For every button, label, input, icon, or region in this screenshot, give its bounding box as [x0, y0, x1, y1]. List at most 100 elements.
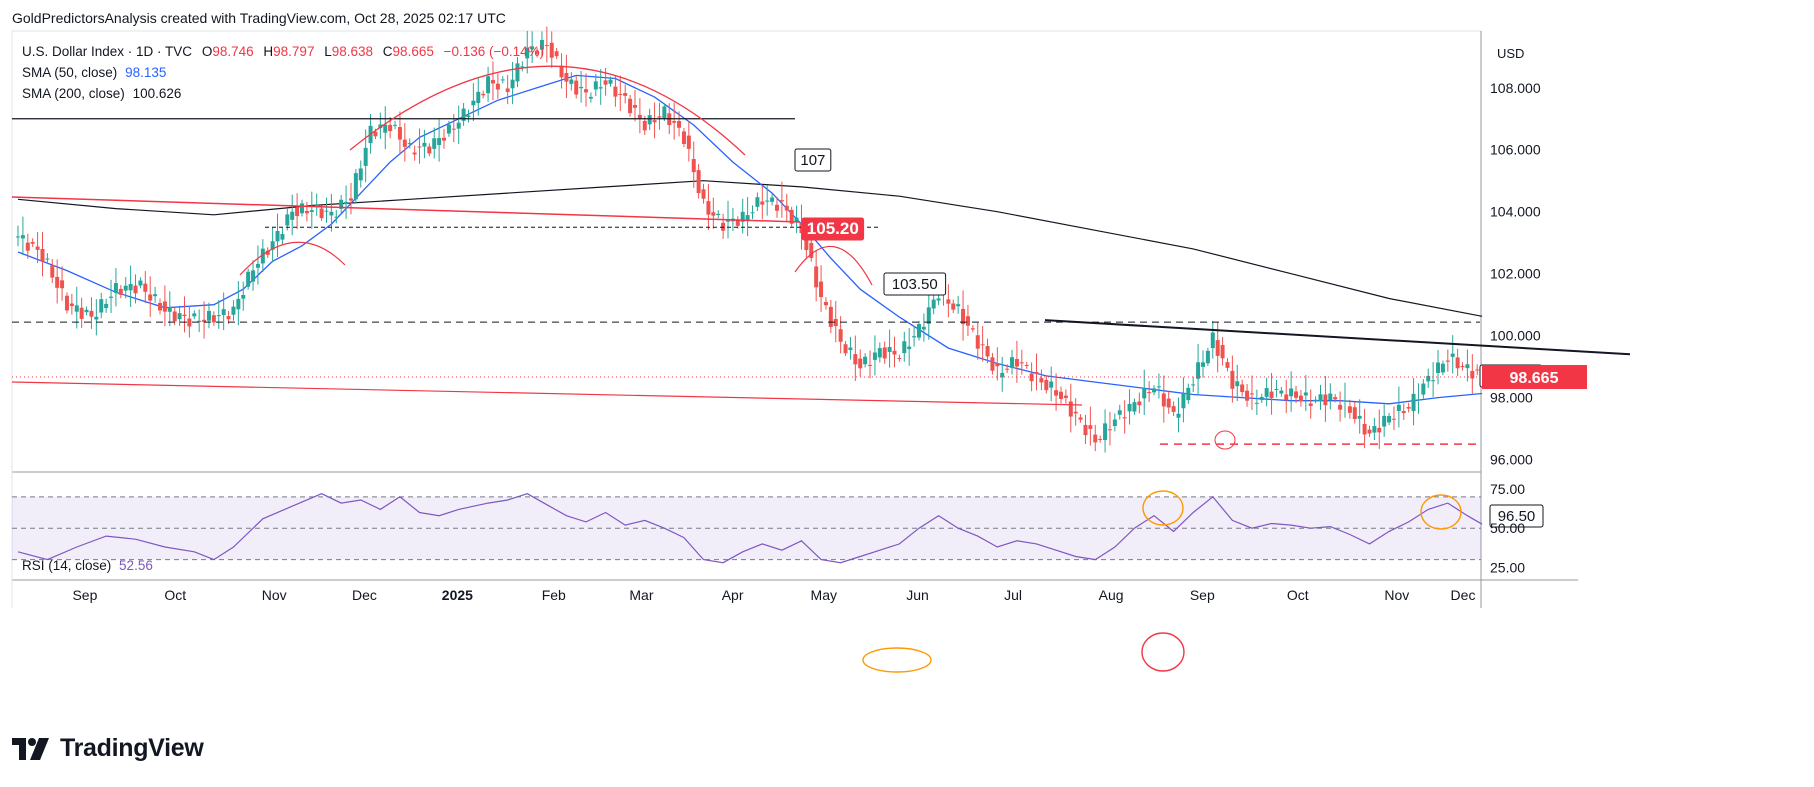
- candle-body: [1235, 381, 1240, 387]
- candle-body: [1303, 392, 1308, 396]
- candle-body: [652, 120, 657, 123]
- candle-body: [1411, 393, 1416, 412]
- price-tick-label: 102.000: [1490, 266, 1541, 282]
- candle-body: [1470, 370, 1475, 379]
- candle-body: [422, 142, 427, 147]
- candle-body: [153, 294, 158, 297]
- legend-sma50[interactable]: SMA (50, close) 98.135: [22, 65, 166, 80]
- time-tick-label: Oct: [1287, 587, 1309, 603]
- candle-body: [1421, 383, 1426, 395]
- candle-body: [79, 307, 84, 319]
- rsi-apr-ellipse: [862, 647, 932, 673]
- currency-label: USD: [1497, 46, 1524, 61]
- candle-body: [515, 63, 520, 82]
- candle-body: [1156, 386, 1161, 388]
- candle-body: [593, 81, 598, 90]
- candle-body: [603, 80, 608, 85]
- ohlc-low: 98.638: [331, 44, 374, 59]
- candle-body: [1068, 401, 1073, 417]
- candle-body: [838, 329, 843, 342]
- candle-body: [804, 231, 809, 251]
- candle-body: [1249, 393, 1254, 395]
- candle-body: [123, 285, 128, 291]
- candle-body: [1014, 358, 1019, 367]
- candle-body: [902, 341, 907, 354]
- candle-body: [1073, 411, 1078, 414]
- candle-body: [1034, 372, 1039, 374]
- price-tick-label: 100.000: [1490, 328, 1541, 344]
- candle-body: [990, 357, 995, 371]
- red-trend-line-lower: [11, 381, 1083, 406]
- candle-body: [432, 138, 437, 149]
- candle-body: [1465, 364, 1470, 369]
- candle-body: [148, 294, 153, 301]
- candle-body: [397, 127, 402, 140]
- candle-body: [1269, 391, 1274, 399]
- candle-body: [1000, 372, 1005, 378]
- candle-body: [451, 128, 456, 130]
- candle-body: [1058, 391, 1063, 399]
- candle-body: [574, 80, 579, 95]
- candle-body: [206, 310, 211, 321]
- candle-body: [632, 104, 637, 108]
- candle-body: [344, 201, 349, 205]
- candle-body: [726, 219, 731, 222]
- candle-body: [1098, 438, 1103, 440]
- candle-body: [848, 347, 853, 351]
- candle-body: [1024, 364, 1029, 367]
- legend-sma200[interactable]: SMA (200, close) 100.626: [22, 86, 181, 101]
- candle-body: [69, 303, 74, 307]
- candle-body: [843, 344, 848, 354]
- candle-body: [437, 138, 442, 146]
- candle-body: [162, 301, 167, 312]
- candle-body: [1254, 402, 1259, 404]
- candle-body: [584, 89, 589, 93]
- candle-body: [486, 76, 491, 94]
- candle-body: [711, 212, 716, 216]
- rsi-value: 52.56: [119, 558, 153, 573]
- resistance-107-box: [794, 148, 832, 172]
- candle-body: [1191, 384, 1196, 386]
- level-103-50-box: [883, 272, 947, 296]
- sma50-line: [17, 74, 1483, 405]
- candle-body: [265, 250, 270, 255]
- candle-body: [770, 197, 775, 202]
- time-tick-label: Oct: [164, 587, 186, 603]
- candle-body: [280, 233, 285, 240]
- candle-body: [363, 147, 368, 166]
- candle-body: [887, 346, 892, 352]
- candle-body: [407, 143, 412, 145]
- candle-body: [442, 137, 447, 141]
- candle-body: [1230, 370, 1235, 389]
- candle-body: [378, 124, 383, 129]
- legend-rsi[interactable]: RSI (14, close) 52.56: [22, 558, 153, 573]
- tradingview-logo[interactable]: TradingView: [12, 734, 204, 763]
- candle-body: [1205, 350, 1210, 364]
- last-price-tag: [1482, 365, 1587, 390]
- candle-body: [882, 347, 887, 359]
- candle-body: [55, 276, 60, 288]
- candle-body: [1122, 417, 1127, 419]
- candle-body: [476, 91, 481, 104]
- candle-body: [84, 309, 89, 313]
- candle-body: [314, 204, 319, 207]
- candle-body: [628, 98, 633, 114]
- candle-body: [642, 120, 647, 131]
- candle-body: [1460, 366, 1465, 368]
- candle-body: [221, 309, 226, 316]
- time-tick-label: Nov: [262, 587, 287, 603]
- candle-body: [539, 40, 544, 50]
- candle-body: [1010, 357, 1015, 368]
- candle-body: [192, 313, 197, 317]
- candle-body: [1445, 360, 1450, 362]
- candle-body: [25, 242, 30, 251]
- candle-body: [16, 236, 20, 238]
- candle-body: [985, 346, 990, 357]
- rsi-label: RSI (14, close): [22, 558, 112, 573]
- candle-body: [1132, 402, 1137, 412]
- candle-body: [231, 306, 236, 315]
- candle-body: [1475, 369, 1480, 371]
- candle-body: [1196, 362, 1201, 379]
- sma50-label: SMA (50, close): [22, 65, 118, 80]
